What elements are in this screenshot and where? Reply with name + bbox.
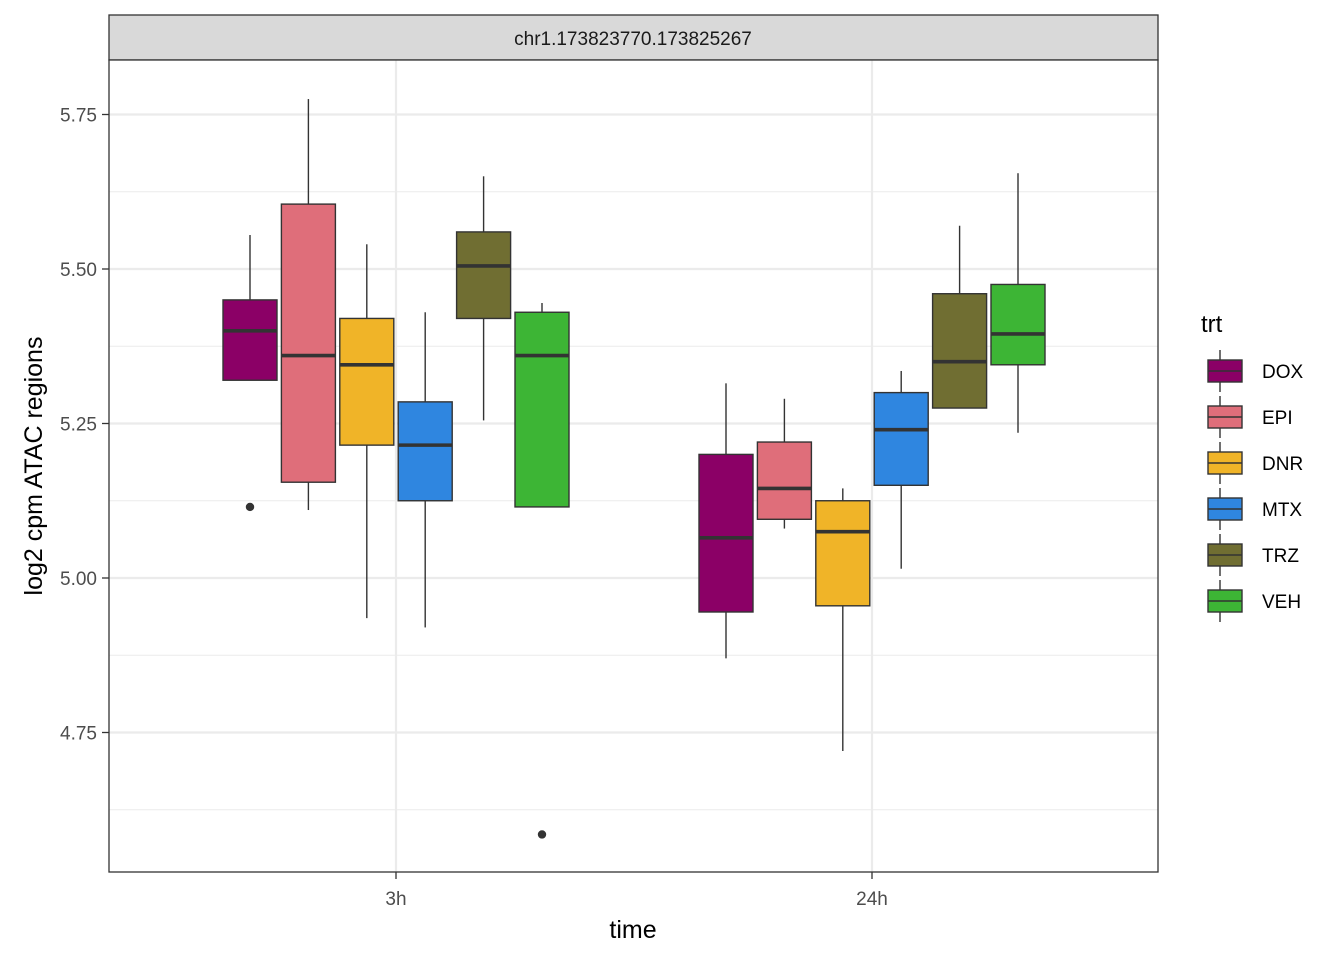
box (514, 311, 570, 508)
box (815, 500, 871, 607)
y-axis-title: log2 cpm ATAC regions (20, 337, 48, 596)
x-axis: 3h 24h (385, 872, 888, 910)
box (931, 293, 988, 409)
box (873, 391, 929, 487)
legend-label: DNR (1262, 454, 1303, 475)
legend-label: EPI (1262, 408, 1293, 429)
box (990, 283, 1046, 366)
series-trz (455, 176, 988, 421)
series-veh (514, 173, 1046, 839)
legend-item-dnr: DNR (1197, 440, 1303, 486)
legend-label: DOX (1262, 362, 1304, 383)
box-outlier (245, 502, 255, 512)
facet-strip (108, 14, 1159, 61)
box (280, 203, 337, 483)
box (756, 441, 813, 520)
series-mtx (397, 312, 929, 628)
y-tick-label: 5.75 (60, 106, 97, 127)
legend-item-veh: VEH (1197, 578, 1301, 624)
y-tick-label: 5.50 (60, 260, 97, 281)
x-tick-label: 24h (856, 889, 888, 910)
legend: trt DOX EPI DNR MTX TRZ VEH (1197, 311, 1304, 624)
box-series (222, 99, 1046, 839)
legend-label: TRZ (1262, 546, 1299, 567)
panel-border (108, 59, 1159, 873)
series-epi (280, 99, 813, 529)
legend-title: trt (1201, 311, 1223, 338)
box (397, 401, 453, 502)
y-axis: 4.75 5.00 5.25 5.50 5.75 (60, 106, 109, 745)
box-outlier (537, 830, 547, 839)
x-tick-label: 3h (385, 889, 406, 910)
box (339, 317, 395, 446)
box (222, 299, 278, 381)
y-tick-label: 5.25 (60, 415, 97, 436)
legend-item-epi: EPI (1197, 394, 1293, 440)
series-dnr (339, 244, 871, 752)
legend-item-trz: TRZ (1197, 532, 1299, 578)
y-tick-label: 5.00 (60, 569, 97, 590)
series-dox (222, 235, 754, 659)
facet-title: chr1.173823770.173825267 (514, 29, 752, 50)
legend-item-mtx: MTX (1197, 486, 1302, 532)
box (698, 453, 754, 613)
legend-item-dox: DOX (1197, 348, 1304, 394)
y-tick-label: 4.75 (60, 724, 97, 745)
box (455, 231, 512, 320)
plot-panel (109, 60, 1158, 872)
legend-label: MTX (1262, 500, 1302, 521)
x-axis-title: time (609, 916, 656, 944)
legend-label: VEH (1262, 592, 1301, 613)
